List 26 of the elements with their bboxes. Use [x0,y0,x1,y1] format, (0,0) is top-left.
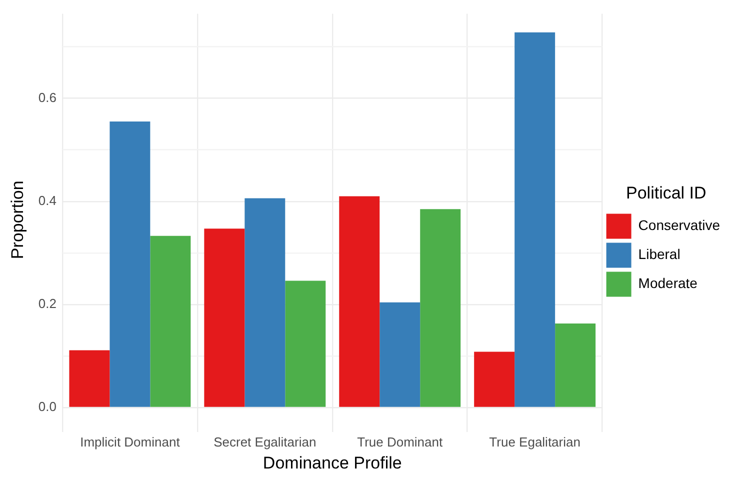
y-tick-label: 0.2 [38,296,56,311]
bar [69,350,110,407]
x-tick-label: True Dominant [357,434,443,450]
bar [110,121,150,407]
y-tick-label: 0.4 [38,192,56,208]
bar [244,198,286,407]
bar [420,209,461,407]
x-axis-title: Dominance Profile [262,453,402,472]
bar [150,236,191,407]
bar [339,196,380,407]
legend-label: Moderate [638,275,698,292]
bar [514,32,556,407]
bar [380,302,420,407]
legend-label: Conservative [638,217,720,234]
legend-title: Political ID [626,183,706,202]
x-tick-label: Secret Egalitarian [214,434,316,450]
bar [555,323,596,407]
x-tick-label: Implicit Dominant [80,434,180,450]
bar [285,280,326,407]
legend-label: Liberal [638,246,680,262]
bar [204,228,245,407]
bar [474,352,515,407]
y-axis-title: Proportion [8,180,27,260]
y-tick-label: 0.0 [38,399,56,414]
x-tick-label: True Egalitarian [489,434,580,450]
y-tick-label: 0.6 [38,90,56,105]
